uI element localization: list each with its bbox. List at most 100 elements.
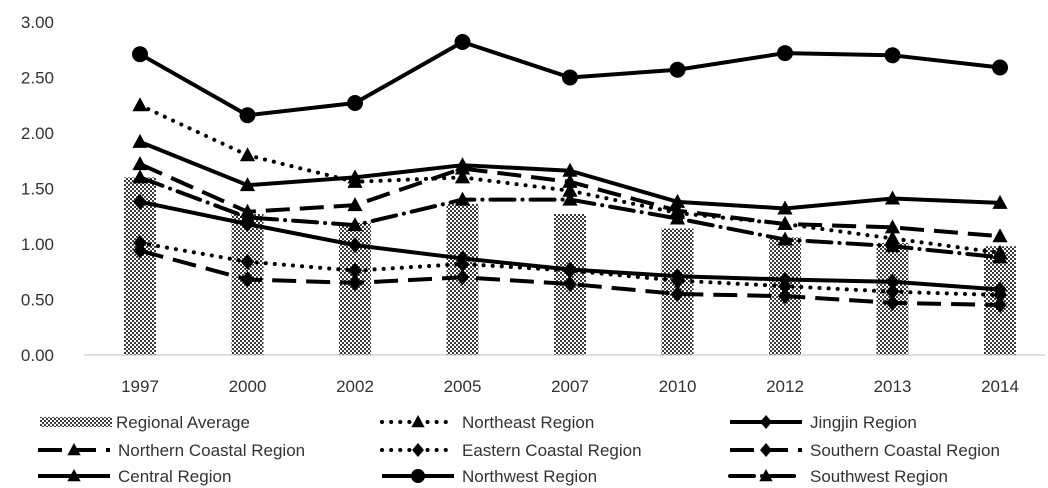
x-tick-label: 2000 — [229, 377, 267, 396]
marker-central-region — [777, 200, 793, 215]
legend-marker — [759, 469, 773, 482]
marker-northwest-region — [562, 69, 578, 86]
y-tick-label: 2.00 — [21, 124, 54, 143]
marker-northwest-region — [884, 47, 901, 64]
legend-marker — [760, 443, 772, 457]
x-tick-label: 2014 — [981, 377, 1019, 396]
marker-southwest-region — [777, 231, 793, 246]
marker-northwest-region — [669, 61, 686, 78]
marker-central-region — [132, 133, 148, 148]
legend-item-central-region: Central Region — [38, 467, 231, 486]
marker-eastern-coastal-region — [240, 253, 255, 270]
marker-central-region — [669, 193, 686, 208]
x-tick-label: 1997 — [121, 377, 159, 396]
legend-label: Eastern Coastal Region — [462, 441, 642, 460]
marker-central-region — [347, 169, 363, 184]
legend-label: Southwest Region — [810, 467, 948, 486]
marker-eastern-coastal-region — [993, 287, 1007, 304]
marker-eastern-coastal-region — [670, 272, 685, 289]
marker-southern-coastal-region — [455, 269, 470, 286]
legend-marker — [760, 415, 772, 429]
marker-northern-coastal-region — [347, 197, 363, 212]
marker-eastern-coastal-region — [778, 278, 792, 295]
legend-label: Central Region — [118, 467, 231, 486]
series-line-southern-coastal-region — [139, 248, 1001, 308]
marker-southern-coastal-region — [670, 285, 685, 302]
legend-item-jingjin-region: Jingjin Region — [730, 413, 917, 432]
marker-central-region — [239, 177, 256, 192]
marker-southern-coastal-region — [778, 288, 792, 305]
marker-northwest-region — [777, 45, 793, 62]
legend-swatch — [40, 417, 112, 427]
y-tick-label: 0.00 — [21, 346, 54, 365]
marker-eastern-coastal-region — [455, 255, 470, 272]
legend-marker — [67, 469, 81, 482]
marker-southwest-region — [239, 209, 256, 224]
legend-item-northwest-region: Northwest Region — [382, 467, 597, 486]
legend-label: Jingjin Region — [810, 413, 917, 432]
marker-northeast-region — [239, 147, 256, 162]
marker-jingjin-region — [885, 273, 900, 290]
marker-layer — [132, 33, 1008, 314]
legend-item-southern-coastal-region: Southern Coastal Region — [730, 441, 1000, 460]
x-tick-label: 2010 — [659, 377, 697, 396]
marker-northern-coastal-region — [562, 173, 578, 188]
x-tick-label: 2013 — [874, 377, 912, 396]
marker-northern-coastal-region — [777, 216, 793, 231]
legend-item-regional-average: Regional Average — [40, 413, 250, 432]
legend-label: Northeast Region — [462, 413, 594, 432]
marker-northern-coastal-region — [884, 219, 901, 234]
marker-northwest-region — [454, 33, 471, 50]
marker-southwest-region — [132, 169, 148, 184]
series-line-eastern-coastal-region — [138, 240, 1002, 298]
marker-northern-coastal-region — [669, 202, 686, 217]
marker-southwest-region — [669, 210, 686, 225]
legend-item-northern-coastal-region: Northern Coastal Region — [38, 441, 305, 460]
marker-southern-coastal-region — [240, 271, 255, 288]
x-axis: 1997 2000 2002 2005 2007 2010 2012 2013 2014 — [84, 354, 1045, 396]
y-tick-label: 3.00 — [21, 13, 54, 32]
marker-southern-coastal-region — [885, 294, 900, 311]
y-axis: 0.00 0.50 1.00 1.50 2.00 2.50 3.00 — [21, 13, 54, 365]
x-tick-label: 2005 — [444, 377, 482, 396]
legend-item-northeast-region: Northeast Region — [380, 413, 594, 432]
legend-marker — [411, 469, 425, 483]
legend-marker — [411, 415, 425, 428]
marker-northern-coastal-region — [132, 156, 148, 171]
marker-northeast-region — [132, 97, 148, 112]
legend-label: Southern Coastal Region — [810, 441, 1000, 460]
legend-item-eastern-coastal-region: Eastern Coastal Region — [380, 441, 642, 460]
marker-central-region — [454, 157, 471, 172]
marker-central-region — [562, 162, 578, 177]
marker-northeast-region — [454, 169, 471, 184]
y-tick-label: 1.00 — [21, 235, 54, 254]
marker-eastern-coastal-region — [885, 283, 900, 300]
marker-northwest-region — [992, 59, 1008, 76]
legend-label: Regional Average — [116, 413, 250, 432]
marker-central-region — [992, 194, 1008, 209]
marker-northwest-region — [132, 46, 148, 63]
marker-southwest-region — [347, 217, 363, 232]
legend-marker — [412, 443, 424, 457]
legend-marker — [67, 443, 81, 456]
marker-eastern-coastal-region — [348, 262, 362, 279]
y-tick-label: 1.50 — [21, 180, 54, 199]
legend-label: Northwest Region — [462, 467, 597, 486]
x-tick-label: 2002 — [336, 377, 374, 396]
x-tick-label: 2007 — [551, 377, 589, 396]
x-tick-label: 2012 — [766, 377, 804, 396]
legend-item-southwest-region: Southwest Region — [728, 467, 948, 486]
marker-southwest-region — [562, 191, 578, 206]
marker-jingjin-region — [133, 193, 147, 210]
marker-southern-coastal-region — [993, 297, 1007, 314]
y-tick-label: 0.50 — [21, 291, 54, 310]
marker-northwest-region — [239, 107, 256, 124]
marker-southern-coastal-region — [563, 275, 577, 292]
marker-northwest-region — [347, 95, 363, 112]
marker-southwest-region — [992, 249, 1008, 264]
marker-southwest-region — [454, 191, 471, 206]
legend: Regional Average Northeast Region Jingjin … — [38, 413, 1000, 486]
marker-northeast-region — [562, 182, 578, 197]
